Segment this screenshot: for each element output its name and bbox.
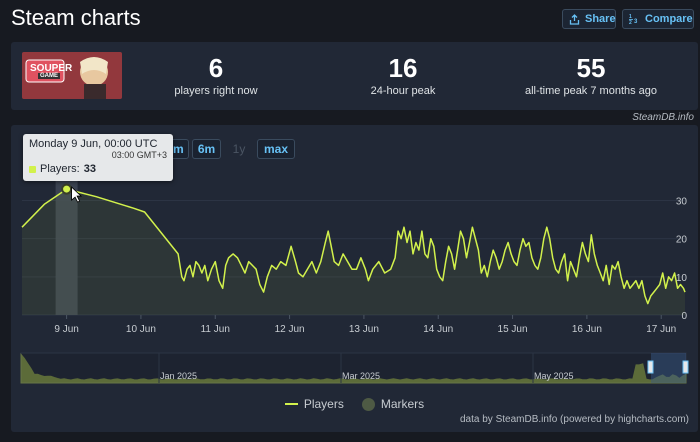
x-tick-label: 9 Jun [54,324,78,335]
stat-label: players right now [174,85,258,97]
svg-text:2: 2 [629,20,632,25]
highlighted-data-point [61,183,73,195]
stats-panel: SOUPER GAME 6 players right now 16 24-ho… [11,42,698,110]
range-button-label: max [263,142,289,156]
navigator-handle-right [682,360,689,374]
footer-credit: data by SteamDB.info (powered by highcha… [460,414,689,425]
navigator-frame [20,352,687,384]
navigator-handle-left [647,360,654,374]
game-logo-text-1: SOUPER [30,63,73,74]
x-tick-label: 12 Jun [275,324,305,335]
game-logo-text-2: GAME [38,73,60,79]
legend-label-players: Players [303,397,344,411]
tooltip-series-value: 33 [83,163,96,175]
stat-value: 55 [576,53,606,83]
legend-marker-swatch [361,397,375,411]
series-line-players [21,188,686,305]
stat-all-time-peak: 55 all-time peak 7 months ago [511,52,671,97]
y-tick-label: 20 [676,235,688,246]
steamdb-credit: SteamDB.info [632,112,694,123]
y-tick-label: 0 [681,311,687,322]
svg-text:3: 3 [634,19,638,25]
tooltip-series-row: Players: 33 [29,163,167,175]
range-button-max[interactable]: max [257,139,295,159]
stat-value: 16 [388,53,418,83]
stat-label: all-time peak 7 months ago [524,85,658,97]
chart-legend: Players Markers [11,397,698,411]
x-tick-label: 17 Jun [646,324,676,335]
x-tick-label: 15 Jun [498,324,528,335]
x-tick-label: 14 Jun [423,324,453,335]
players-chart[interactable]: 0 10 20 30 9 Jun 10 Jun 11 Jun 12 Jun 13 Jun 14 J… [11,125,698,432]
x-tick-label: 11 Jun [201,324,230,335]
range-button-1y: 1y [229,139,249,159]
y-tick-label: 10 [676,273,688,284]
share-icon [569,13,580,25]
legend-item-markers[interactable]: Markers [361,397,425,411]
tooltip-series-swatch [29,165,36,173]
share-button-label: Share [585,13,616,25]
stat-players-now: 6 players right now [161,52,271,97]
range-button-6m[interactable]: 6m [192,139,221,159]
navigator-label: Mar 2025 [342,371,380,381]
navigator-selection [651,353,686,383]
range-button-label: 6m [197,142,216,156]
legend-line-swatch [284,403,298,405]
range-button-label: 1y [232,142,246,156]
compare-button-label: Compare [645,13,693,25]
svg-text:1: 1 [629,14,632,20]
tooltip-series-label: Players: [40,163,80,175]
legend-label-markers: Markers [380,397,425,411]
navigator-series [20,353,687,384]
navigator-label: May 2025 [534,371,574,381]
mouse-cursor-icon [71,186,83,203]
page-title: Steam charts [11,5,141,30]
x-tick-label: 13 Jun [349,324,379,335]
legend-item-players[interactable]: Players [284,397,344,411]
hover-band [55,170,78,315]
tooltip-local-time: 03:00 GMT+3 [111,150,167,160]
navigator-label: Jan 2025 [160,371,197,381]
stat-24h-peak: 16 24-hour peak [348,52,458,97]
x-tick-label: 16 Jun [572,324,602,335]
stat-value: 6 [208,53,224,83]
game-logo[interactable]: SOUPER GAME [22,52,122,99]
y-tick-label: 30 [676,197,688,208]
series-area [22,189,685,315]
x-tick-label: 10 Jun [126,324,156,335]
share-button[interactable]: Share [562,9,616,29]
chart-tooltip: Monday 9 Jun, 00:00 UTC 03:00 GMT+3 Play… [23,134,173,181]
stat-label: 24-hour peak [370,85,436,97]
chart-panel: 0 10 20 30 9 Jun 10 Jun 11 Jun 12 Jun 13 Jun 14 J… [11,125,698,432]
tooltip-date: Monday 9 Jun, 00:00 UTC [29,138,158,150]
